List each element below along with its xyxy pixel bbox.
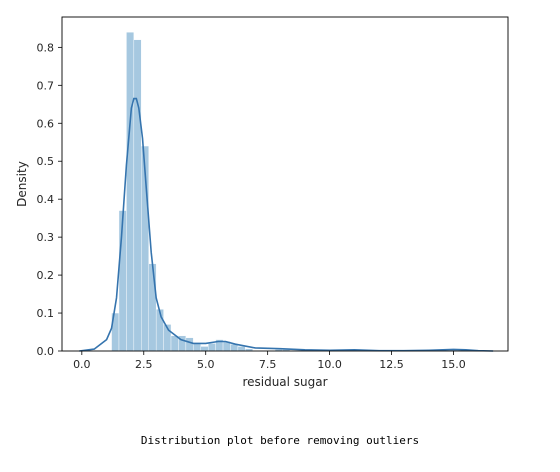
x-tick-label: 7.5 (259, 358, 277, 371)
x-tick-label: 12.5 (379, 358, 404, 371)
plot-frame (61, 16, 509, 352)
y-tick-label: 0.1 (37, 307, 55, 320)
y-tick-label: 0.3 (37, 231, 55, 244)
x-tick-label: 15.0 (441, 358, 466, 371)
y-tick-label: 0.4 (37, 193, 55, 206)
y-tick-label: 0.2 (37, 269, 55, 282)
y-tick-label: 0.0 (37, 345, 55, 358)
y-axis: 0.0 0.1 0.2 0.3 0.4 0.5 0.6 0.7 0.8 (37, 41, 62, 358)
histogram-bars (111, 31, 469, 352)
y-tick-label: 0.6 (37, 117, 55, 130)
histogram-bar (193, 343, 201, 352)
x-axis: 0.0 2.5 5.0 7.5 10.0 12.5 15.0 (73, 351, 466, 371)
figure-caption: Distribution plot before removing outlie… (140, 434, 420, 447)
histogram-bar (237, 346, 246, 352)
histogram-bar (148, 263, 157, 352)
histogram-bar (185, 337, 194, 352)
histogram-bar (155, 309, 164, 352)
histogram-bar (170, 335, 179, 352)
y-tick-label: 0.5 (37, 155, 55, 168)
histogram-bar (118, 210, 127, 352)
x-tick-label: 5.0 (197, 358, 215, 371)
histogram-bar (207, 343, 216, 352)
y-axis-label: Density (15, 161, 29, 207)
x-tick-label: 0.0 (73, 358, 91, 371)
histogram-bar (126, 31, 135, 352)
histogram-bar (200, 346, 209, 352)
x-tick-label: 10.0 (317, 358, 342, 371)
x-tick-label: 2.5 (135, 358, 153, 371)
histogram-bar (133, 39, 142, 352)
y-tick-label: 0.7 (37, 79, 55, 92)
y-tick-label: 0.8 (37, 41, 55, 54)
x-axis-label: residual sugar (242, 375, 327, 389)
